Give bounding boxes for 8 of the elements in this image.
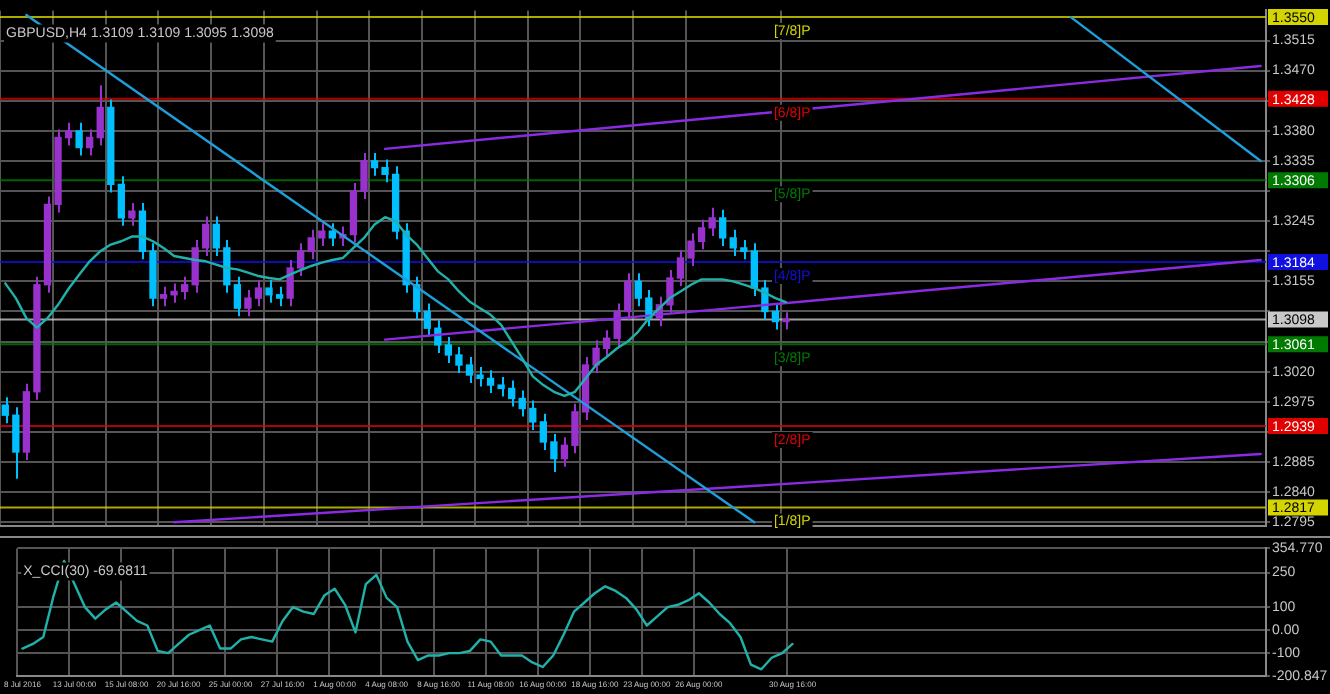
candlestick xyxy=(328,222,336,247)
candlestick xyxy=(128,202,136,227)
candlestick xyxy=(117,175,125,227)
candlestick xyxy=(86,128,94,157)
candlestick xyxy=(75,121,83,157)
candlestick xyxy=(719,208,727,247)
candlestick xyxy=(233,275,242,318)
candlestick xyxy=(96,84,104,147)
